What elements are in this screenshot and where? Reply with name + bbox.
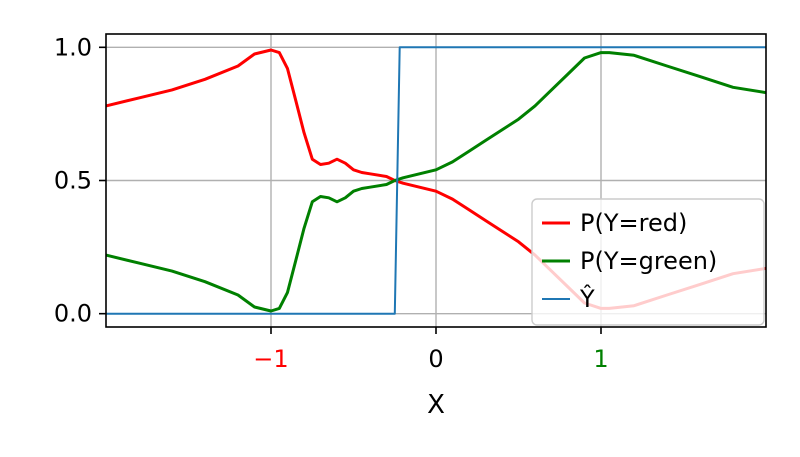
legend-label-2: Ŷ (579, 283, 595, 313)
series-line-2 (106, 46, 766, 315)
legend-label-0: P(Y=red) (580, 209, 687, 237)
y-tick-label: 0.0 (54, 300, 92, 328)
legend-label-1: P(Y=green) (580, 247, 717, 275)
x-axis-label: X (427, 390, 445, 420)
legend: P(Y=red) P(Y=green) Ŷ (531, 198, 765, 326)
series-line-1 (105, 51, 767, 313)
x-tick-label: −1 (253, 345, 288, 373)
legend-box (531, 198, 765, 326)
tick-layer: −1 0 1 0.0 0.5 1.0 (54, 33, 609, 373)
x-tick-label: 1 (593, 345, 608, 373)
y-tick-label: 0.5 (54, 167, 92, 195)
x-tick-label: 0 (428, 345, 443, 373)
y-tick-label: 1.0 (54, 33, 92, 61)
